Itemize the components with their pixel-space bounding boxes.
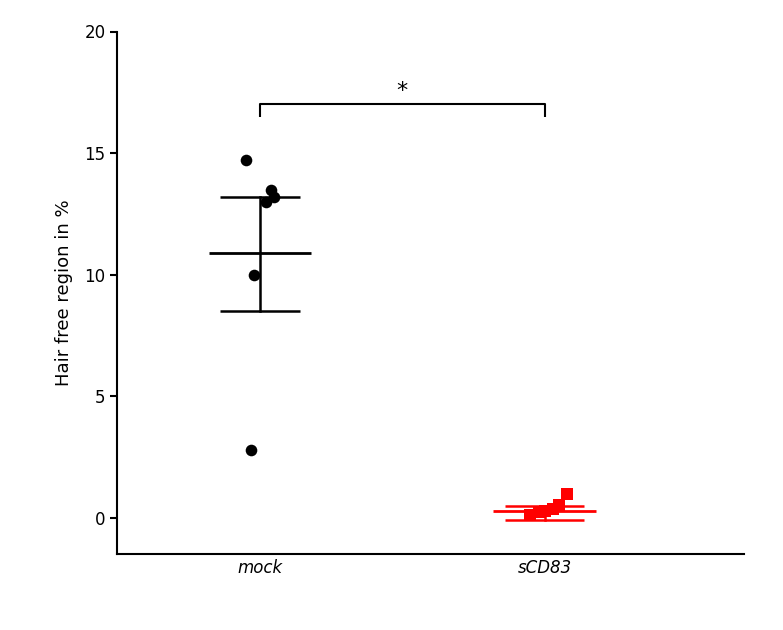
Point [259, 197, 272, 207]
Point [538, 506, 550, 516]
Point [561, 488, 574, 498]
Point [240, 156, 252, 166]
Text: *: * [396, 81, 408, 101]
Point [547, 505, 559, 515]
Point [524, 510, 536, 520]
Point [268, 192, 280, 202]
Point [553, 500, 565, 510]
Point [248, 270, 261, 280]
Point [245, 445, 258, 455]
Point [265, 185, 277, 195]
Point [532, 507, 545, 517]
Y-axis label: Hair free region in %: Hair free region in % [56, 200, 74, 386]
